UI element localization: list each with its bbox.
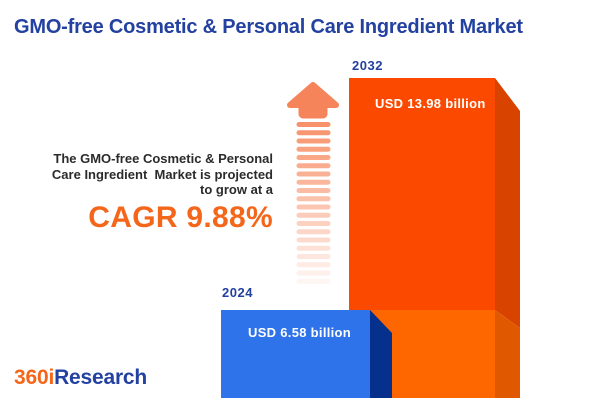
projection-line-2: Care Ingredient Market is projected (51, 166, 273, 182)
bar-2024 (221, 310, 392, 398)
logo-suffix: Research (54, 366, 148, 389)
logo-prefix: 360i (14, 366, 55, 389)
bar-2032-front-growth (349, 78, 495, 310)
projection-line-3: to grow at a (200, 182, 273, 197)
projection-text: The GMO-free Cosmetic & Personal Care In… (52, 151, 273, 233)
arrow-stripes (296, 122, 331, 284)
year-label-2024: 2024 (222, 285, 253, 300)
growth-arrow-icon (287, 82, 339, 284)
bar-2032-side-base (495, 310, 520, 398)
arrow-neck (298, 100, 328, 119)
cagr-value: CAGR 9.88% (88, 200, 273, 234)
year-label-2032: 2032 (352, 58, 383, 73)
bar-2032 (349, 78, 520, 398)
company-logo: 360iResearch (14, 367, 147, 389)
projection-line-1: The GMO-free Cosmetic & Personal (53, 151, 273, 166)
bar-value-2024: USD 6.58 billion (248, 325, 352, 340)
bar-2032-side-growth (495, 78, 520, 328)
bar-2024-side (370, 310, 392, 398)
page-title: GMO-free Cosmetic & Personal Care Ingred… (14, 16, 523, 38)
bar-2024-front (221, 310, 370, 398)
bar-value-2032: USD 13.98 billion (375, 96, 486, 111)
